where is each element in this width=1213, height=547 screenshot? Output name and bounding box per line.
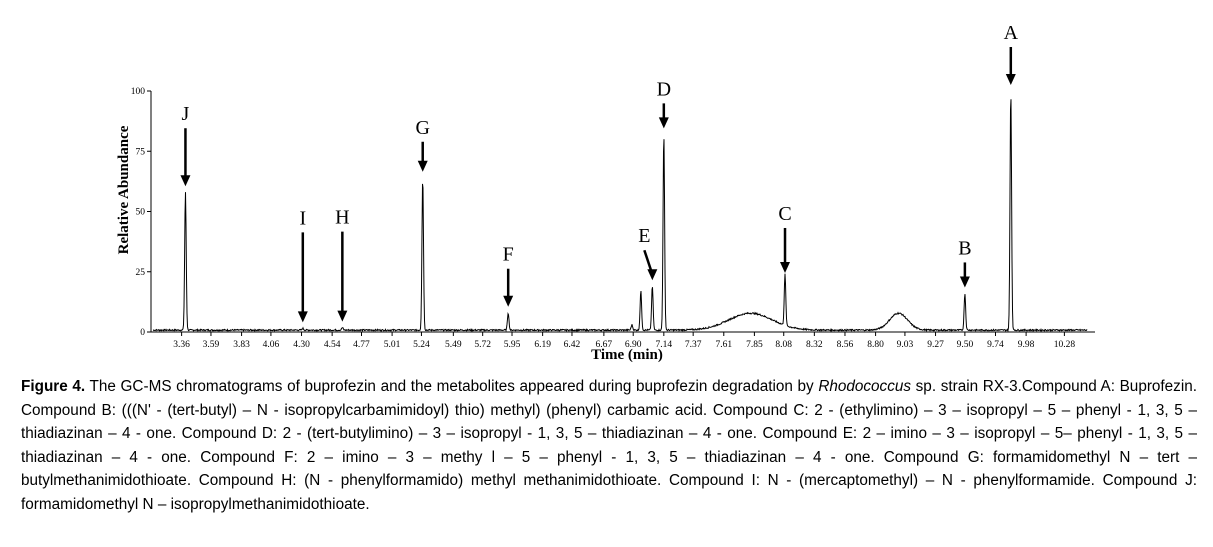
x-tick-label: 9.98 <box>1018 340 1035 350</box>
peak-arrow-head <box>780 261 791 273</box>
peak-arrow-head <box>647 269 658 281</box>
x-tick-label: 8.32 <box>806 340 823 350</box>
y-tick-label: 25 <box>136 268 146 278</box>
x-tick-label: 6.19 <box>534 340 551 350</box>
peak-label: H <box>335 207 349 229</box>
peak-annotation-h: H <box>335 207 350 322</box>
x-tick-label: 3.83 <box>233 340 250 350</box>
y-ticks: 0 25 50 75 100 <box>131 87 151 338</box>
x-tick-label: 10.28 <box>1054 340 1076 350</box>
peak-label: B <box>958 237 971 259</box>
chromatogram-trace <box>152 99 1088 333</box>
y-tick-label: 0 <box>140 328 145 338</box>
x-tick-label: 9.27 <box>927 340 944 350</box>
peak-arrow-head <box>658 117 669 129</box>
y-tick-label: 75 <box>136 147 146 157</box>
peak-label: C <box>778 203 791 225</box>
peak-annotation-b: B <box>958 237 972 288</box>
peak-annotation-i: I <box>297 207 308 323</box>
chart-axes <box>150 91 1095 333</box>
peak-label: E <box>638 225 650 247</box>
peak-arrow-head <box>297 311 308 323</box>
x-tick-label: 5.72 <box>474 340 491 350</box>
x-tick-label: 4.30 <box>293 340 310 350</box>
peak-annotation-g: G <box>415 117 430 172</box>
chromatogram-figure: 0 25 50 75 100 3.36 3.59 3.83 4.06 4.30 4.54 4.77 5… <box>116 22 1095 363</box>
figure-caption: Figure 4. The GC-MS chromatograms of bup… <box>21 375 1197 517</box>
peak-label: J <box>182 103 190 125</box>
x-tick-label: 7.37 <box>685 340 702 350</box>
x-tick-label: 5.01 <box>384 340 401 350</box>
x-tick-label: 3.59 <box>203 340 220 350</box>
x-tick-label: 6.67 <box>596 340 613 350</box>
peak-arrow-head <box>503 295 514 307</box>
x-tick-label: 4.06 <box>263 340 280 350</box>
y-tick-label: 100 <box>131 87 146 97</box>
caption-text-part-1: The GC-MS chromatograms of buprofezin an… <box>85 378 819 395</box>
x-tick-label: 3.36 <box>173 340 190 350</box>
x-tick-label: 4.54 <box>324 340 341 350</box>
x-tick-label: 9.50 <box>957 340 974 350</box>
x-tick-label: 7.61 <box>715 340 732 350</box>
caption-figure-label: Figure 4. <box>21 378 86 395</box>
x-tick-label: 5.49 <box>445 340 462 350</box>
x-ticks: 3.36 3.59 3.83 4.06 4.30 4.54 4.77 5.01 5.24 5.49… <box>173 332 1075 350</box>
x-tick-label: 8.56 <box>837 340 854 350</box>
x-tick-label: 5.24 <box>413 340 430 350</box>
peak-arrow-head <box>417 160 428 172</box>
caption-text-part-2: sp. strain RX-3.Compound A: Buprofezin. … <box>21 378 1197 513</box>
peak-annotation-e: E <box>638 225 658 281</box>
y-axis-title: Relative Abundance <box>116 125 132 254</box>
x-tick-label: 7.14 <box>656 340 673 350</box>
peak-label: A <box>1004 22 1019 44</box>
caption-organism: Rhodococcus <box>818 378 912 395</box>
peak-arrow-head <box>180 175 191 187</box>
x-tick-label: 9.74 <box>987 340 1004 350</box>
x-axis-title: Time (min) <box>591 347 663 363</box>
peak-annotation-f: F <box>503 244 514 307</box>
peak-arrow-head <box>337 310 348 322</box>
x-tick-label: 4.77 <box>353 340 370 350</box>
y-tick-label: 50 <box>136 208 146 218</box>
x-tick-label: 7.85 <box>746 340 763 350</box>
peak-annotation-c: C <box>778 203 792 273</box>
peak-label: I <box>299 207 306 229</box>
x-tick-label: 5.95 <box>504 340 521 350</box>
peak-annotation-d: D <box>657 78 671 129</box>
x-tick-label: 8.08 <box>775 340 792 350</box>
peak-annotation-j: J <box>180 103 191 187</box>
x-tick-label: 6.42 <box>564 340 581 350</box>
peak-annotations: J I H G F E D C B A <box>180 22 1019 323</box>
peak-arrow-head <box>1005 74 1016 85</box>
x-tick-label: 8.80 <box>867 340 884 350</box>
peak-label: G <box>415 117 429 139</box>
peak-arrow-head <box>959 276 970 288</box>
peak-annotation-a: A <box>1004 22 1019 85</box>
x-tick-label: 6.90 <box>625 340 642 350</box>
x-tick-label: 9.03 <box>897 340 914 350</box>
peak-label: F <box>503 244 514 266</box>
peak-label: D <box>657 78 671 100</box>
